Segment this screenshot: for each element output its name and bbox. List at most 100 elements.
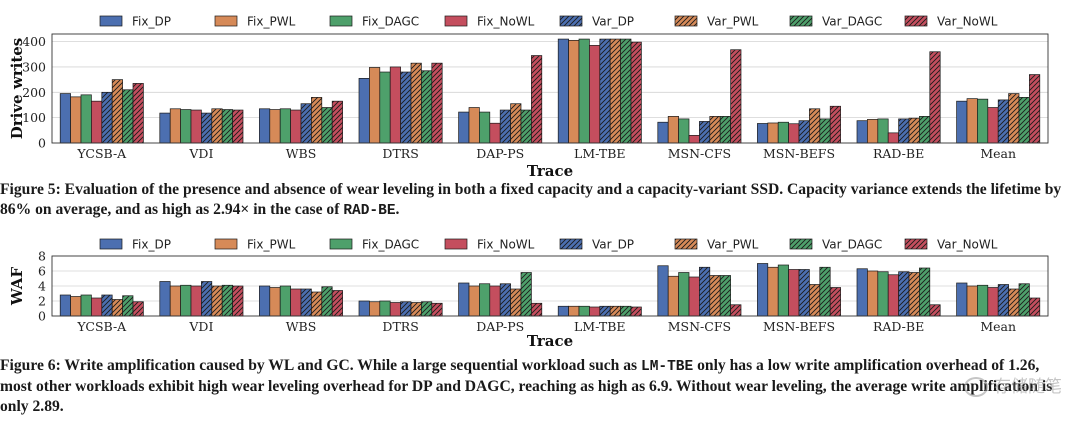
bar-var_dagc-msn-cfs	[719, 275, 731, 317]
x-axis-label: Trace	[527, 332, 573, 350]
x-tick-label: YCSB-A	[76, 319, 127, 334]
bar-fix_dagc-mean	[977, 284, 989, 317]
bar-var_dagc-dap-ps	[520, 272, 532, 317]
y-tick-label: 6	[38, 264, 46, 279]
bar-var_nowl-ycsb-a	[132, 301, 144, 317]
bar-fix_nowl-msn-cfs	[688, 276, 700, 317]
figure6-caption: Figure 6: Write amplification caused by …	[0, 356, 1065, 417]
bar-fix_nowl-rad-be	[887, 274, 899, 317]
figure5-caption-label: Figure 5:	[0, 181, 61, 198]
bar-var_dagc-mean	[1018, 283, 1030, 317]
bar-fix_dp-msn-befs	[757, 263, 769, 317]
bar-fix_dp-dap-ps	[458, 282, 470, 317]
bar-fix_pwl-vdi	[169, 285, 181, 317]
bar-var_nowl-mean	[1029, 297, 1041, 317]
x-axis-label: Trace	[527, 162, 573, 178]
bar-var_pwl-dtrs	[410, 302, 422, 317]
legend-swatch-var_dagc	[789, 15, 813, 27]
bar-var_dp-ycsb-a	[101, 294, 113, 317]
bar-fix_dagc-vdi	[180, 284, 192, 317]
bar-fix_dagc-wbs	[279, 285, 291, 317]
figure5-caption: Figure 5: Evaluation of the presence and…	[0, 180, 1065, 221]
legend-label-fix_dagc: Fix_DAGC	[362, 15, 419, 29]
y-tick-label: 100	[22, 110, 46, 125]
legend-label-fix_dp: Fix_DP	[132, 15, 171, 29]
bar-var_dp-lm-tbe	[599, 305, 611, 317]
legend-swatch-var_pwl	[674, 238, 698, 250]
bar-var_nowl-dap-ps	[531, 302, 543, 317]
x-tick-label: DTRS	[382, 146, 418, 161]
bar-var_nowl-dtrs	[431, 302, 443, 317]
legend-label-var_pwl: Var_PWL	[707, 15, 759, 29]
x-tick-label: VDI	[188, 319, 213, 334]
bar-var_nowl-vdi	[232, 285, 244, 317]
bar-var_nowl-msn-cfs	[730, 304, 742, 317]
figure6-caption-label: Figure 6:	[0, 357, 61, 374]
bar-var_pwl-vdi	[211, 285, 223, 317]
bar-fix_nowl-msn-befs	[788, 269, 800, 317]
bar-fix_nowl-ycsb-a	[91, 297, 103, 317]
figure6-chart: Fix_DP Fix_PWL Fix_DAGC Fix_NoWL Var_DP Var_P…	[8, 238, 1049, 350]
legend-label-var_dp: Var_DP	[592, 238, 634, 252]
bar-var_dp-dtrs	[400, 301, 412, 317]
x-tick-label: RAD-BE	[873, 319, 924, 334]
x-tick-label: MSN-CFS	[668, 146, 731, 161]
legend-swatch-fix_dagc	[329, 238, 353, 250]
y-tick-label: 200	[22, 85, 46, 100]
bar-var_nowl-wbs	[331, 290, 343, 317]
x-tick-label: Mean	[980, 146, 1016, 161]
legend-swatch-fix_pwl	[214, 15, 238, 27]
x-tick-label: MSN-BEFS	[763, 146, 835, 161]
legend-label-var_dagc: Var_DAGC	[822, 15, 882, 29]
bar-var_dp-mean	[997, 284, 1009, 317]
bar-fix_pwl-mean	[966, 285, 978, 317]
bar-var_dp-msn-cfs	[699, 266, 711, 317]
figure5-caption-code: RAD-BE	[343, 203, 396, 219]
bar-var_pwl-msn-befs	[809, 284, 821, 317]
legend-label-fix_nowl: Fix_NoWL	[477, 238, 535, 252]
x-tick-label: LM-TBE	[574, 146, 626, 161]
bar-fix_pwl-rad-be	[867, 270, 879, 317]
bar-var_nowl-lm-tbe	[630, 306, 642, 317]
legend-swatch-var_dp	[559, 238, 583, 250]
bar-var_dp-dap-ps	[499, 283, 511, 317]
bar-fix_dagc-msn-befs	[777, 264, 789, 317]
bar-fix_dp-wbs	[259, 285, 271, 317]
bar-var_nowl-rad-be	[929, 304, 941, 317]
legend-swatch-var_nowl	[904, 15, 928, 27]
bar-fix_dagc-lm-tbe	[578, 305, 590, 317]
bar-var_dp-rad-be	[898, 271, 910, 317]
plot-frame-6	[51, 255, 1049, 317]
bar-var_dp-vdi	[201, 281, 213, 317]
bar-fix_pwl-wbs	[269, 287, 281, 317]
bar-var_pwl-wbs	[311, 291, 323, 317]
legend-label-fix_pwl: Fix_PWL	[247, 238, 296, 252]
figure5-chart: Fix_DP Fix_PWL Fix_DAGC Fix_NoWL Var_DP Var_P…	[8, 15, 1049, 178]
bar-var_dagc-dtrs	[421, 301, 433, 317]
bar-fix_dp-dtrs	[358, 300, 370, 317]
legend-swatch-fix_nowl	[444, 15, 468, 27]
legend-swatch-fix_nowl	[444, 238, 468, 250]
bar-fix_nowl-mean	[987, 287, 999, 317]
x-tick-label: DTRS	[382, 319, 418, 334]
bar-fix_dagc-ycsb-a	[80, 294, 92, 317]
y-tick-label: 8	[38, 249, 46, 264]
legend-swatch-fix_dagc	[329, 15, 353, 27]
bar-fix_nowl-wbs	[290, 288, 302, 317]
bar-fix_dagc-dap-ps	[479, 283, 491, 317]
bar-fix_dp-lm-tbe	[557, 305, 569, 317]
legend-6: Fix_DP Fix_PWL Fix_DAGC Fix_NoWL Var_DP Var_P…	[99, 238, 998, 252]
legend-label-var_dagc: Var_DAGC	[822, 238, 882, 252]
y-tick-label: 0	[38, 309, 46, 324]
y-axis-label: Drive writes	[8, 38, 26, 140]
figure5-caption-text: Evaluation of the presence and absence o…	[0, 181, 1062, 218]
x-tick-label: LM-TBE	[574, 319, 626, 334]
bar-fix_dp-msn-cfs	[657, 265, 669, 317]
x-tick-label: YCSB-A	[76, 146, 127, 161]
x-tick-label: Mean	[980, 319, 1016, 334]
bar-var_pwl-ycsb-a	[111, 299, 123, 317]
y-tick-label: 300	[22, 59, 46, 74]
bar-var_dagc-vdi	[221, 284, 233, 317]
bar-var_pwl-msn-cfs	[709, 275, 721, 317]
x-tick-label: MSN-BEFS	[763, 319, 835, 334]
